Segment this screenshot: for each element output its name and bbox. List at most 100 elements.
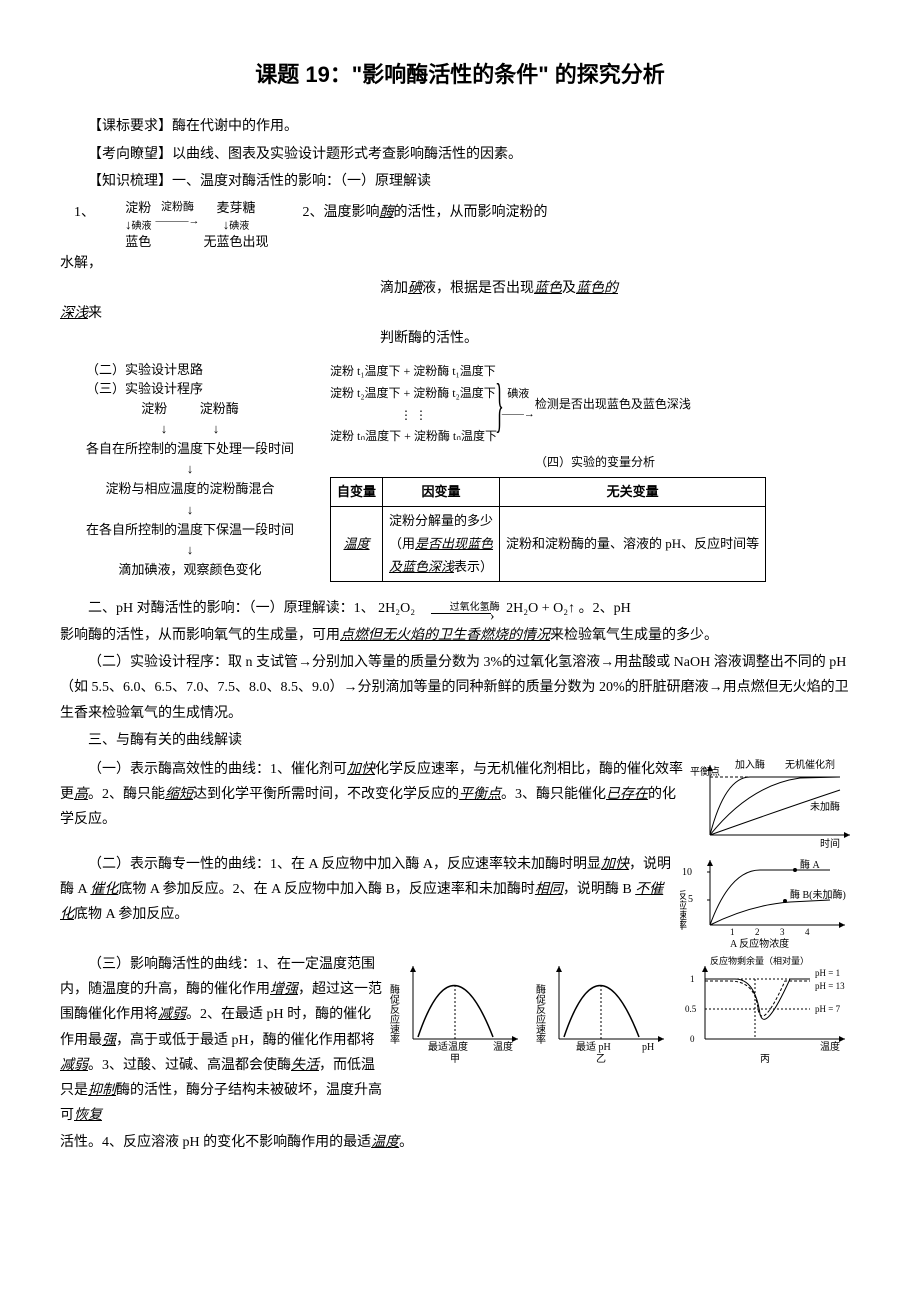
substrate-remain-chart: 反应物剩余量（相对量） 1 0.5 0 pH = 1 pH = 13 pH = … [680, 954, 860, 1064]
flow-a2: 淀粉酶 [200, 401, 239, 416]
c1-t5: 。3、酶只能催化 [501, 787, 606, 802]
judge-line: 判断酶的活性。 [380, 326, 860, 351]
bing-label: 丙 [760, 1054, 770, 1064]
r3a: 滴加 [380, 281, 408, 296]
yi-y: 酶促反应速率 [534, 983, 546, 1045]
specificity-chart: 10 5 反应速率 1 2 3 4 A 反应物浓度 酶 A 酶 B(未加酶) [680, 850, 860, 950]
c3-tail: 活性。4、反应溶液 pH 的变化不影响酶作用的最适温度。 [60, 1130, 860, 1155]
ph-p2: 影响酶的活性，从而影响氧气的生成量，可用点燃但无火焰的卫生香燃烧的情况来检验氧气… [60, 623, 860, 648]
fig2-x: A 反应物浓度 [730, 937, 789, 950]
bing-y: 反应物剩余量（相对量） [710, 955, 809, 966]
fig1-inorg: 无机催化剂 [785, 758, 835, 771]
v0: 0 [690, 1034, 695, 1044]
jia-y: 酶促反应速率 [388, 983, 400, 1045]
aim-label: 【考向瞭望】 [88, 147, 172, 162]
yi-x: pH [642, 1042, 654, 1053]
c2-u2: 催化 [90, 882, 118, 897]
iodine-line: 滴加碘液，根据是否出现蓝色及蓝色的 [380, 276, 860, 301]
c1-t4: 达到化学平衡所需时间，不改变化学反应的 [193, 787, 459, 802]
c2-u1: 加快 [601, 857, 629, 872]
curve3-block: （三）影响酶活性的曲线：1、在一定温度范围内，随温度的升高，酶的催化作用增强，超… [60, 950, 860, 1130]
fig2-y: 反应速率 [680, 890, 687, 931]
aim-text: 以曲线、图表及实验设计题形式考查影响酶活性的因素。 [172, 147, 522, 162]
c1-t1: （一）表示酶高效性的曲线：1、催化剂可 [88, 762, 347, 777]
c3-u2: 减弱 [158, 1007, 186, 1022]
c1-u3: 缩短 [165, 787, 193, 802]
c1-u4: 平衡点 [459, 787, 501, 802]
c3-t5: 。3、过酸、过碱、高温都会使酶 [88, 1058, 291, 1073]
c3-u5: 失活 [291, 1058, 319, 1073]
know-text: 一、温度对酶活性的影响：（一）原理解读 [172, 174, 431, 189]
arrows-icon: ↓ ↓ [60, 420, 320, 438]
ph-procedure: （二）实验设计程序：取 n 支试管→分别加入等量的质量分数为 3%的过氧化氢溶液… [60, 650, 860, 726]
v1: 1 [690, 974, 695, 984]
aim: 【考向瞭望】以曲线、图表及实验设计题形式考查影响酶活性的因素。 [60, 142, 860, 167]
curve1-block: （一）表示酶高效性的曲线：1、催化剂可加快化学反应速率，与无机催化剂相比，酶的催… [60, 755, 860, 850]
sec4-title: （四）实验的变量分析 [330, 452, 860, 474]
exp-ln: 淀粉 tₙ温度下 + 淀粉酶 tₙ温度下 [330, 426, 497, 448]
bing-x: 温度 [820, 1040, 840, 1053]
c2-t5: 底物 A 参加反应。 [74, 907, 188, 922]
th-iv: 自变量 [331, 478, 383, 506]
fig2-b: 酶 B(未加酶) [790, 888, 846, 901]
d1-iod1: 碘液 [132, 221, 152, 232]
arrow-right-icon: ———→ [156, 214, 200, 228]
c3-u1: 增强 [270, 982, 298, 997]
c3-text: （三）影响酶活性的曲线：1、在一定温度范围内，随温度的升高，酶的催化作用增强，超… [60, 952, 382, 1128]
flow-d: 在各自所控制的温度下保温一段时间 [60, 521, 320, 539]
flow-b: 各自在所控制的温度下处理一段时间 [60, 440, 320, 458]
td-dv-b: （用 [389, 536, 415, 551]
yi-opt: 最适 pH [576, 1041, 611, 1053]
depth-line: 深浅来 [60, 301, 860, 326]
c1-u1: 加快 [347, 762, 375, 777]
c3-t9: 。 [399, 1135, 413, 1150]
arrow-down-icon: ↓碘液 [125, 217, 152, 234]
knowledge-head: 【知识梳理】一、温度对酶活性的影响：（一）原理解读 [60, 169, 860, 194]
fig2-x3: 3 [780, 927, 785, 937]
td-dv-a: 淀粉分解量的多少 [389, 513, 493, 528]
ph-formula-r: 2H₂O + O₂↑ [506, 601, 575, 616]
yi-label: 乙 [596, 1053, 606, 1064]
c3-u4: 减弱 [60, 1058, 88, 1073]
ph1: pH = 1 [815, 968, 840, 978]
fig2-y5: 5 [688, 894, 693, 905]
r3d: 蓝色 [534, 281, 562, 296]
fig2-a: 酶 A [800, 858, 821, 871]
exp-dots: ⋮ ⋮ [330, 405, 497, 427]
c3-u3: 强 [102, 1033, 116, 1048]
d1-noblue: 无蓝色出现 [204, 234, 269, 251]
d1-enzyme: 淀粉酶 [161, 200, 194, 214]
c2-text: （二）表示酶专一性的曲线：1、在 A 反应物中加入酶 A，反应速率较未加酶时明显… [60, 852, 674, 928]
c2-t4: ，说明酶 B [563, 882, 635, 897]
jia-opt: 最适温度 [428, 1040, 468, 1053]
th-cv: 无关变量 [500, 478, 766, 506]
bracket-icon: } [495, 375, 504, 435]
c1-u2: 高 [74, 787, 88, 802]
exp-l2: 淀粉 t₂温度下 + 淀粉酶 t₂温度下 [330, 383, 497, 405]
d1-iod2: 碘液 [229, 221, 249, 232]
req-text: 酶在代谢中的作用。 [172, 119, 298, 134]
d1-maltose: 麦芽糖 [217, 200, 256, 217]
ph-intro: 二、pH 对酶活性的影响：（一）原理解读：1、 2H₂O₂ 过氧化氢酶 2H₂O… [60, 596, 860, 621]
curves-heading: 三、与酶有关的曲线解读 [60, 728, 860, 753]
arrow-down-icon: ↓ [60, 501, 320, 519]
c1-t3: 。2、酶只能 [88, 787, 165, 802]
flow-c: 淀粉与相应温度的淀粉酶混合 [60, 480, 320, 498]
d1-index: 1、 [74, 200, 95, 225]
td-dv-d: 及蓝色深浅 [389, 559, 454, 574]
td-dv-c: 是否出现蓝色 [415, 536, 493, 551]
r3c: 液，根据是否出现 [422, 281, 534, 296]
flow-a1: 淀粉 [141, 401, 167, 416]
sec2b: （三）实验设计程序 [60, 380, 320, 398]
r4a: 深浅 [60, 306, 88, 321]
parallel-experiments: 淀粉 t₁温度下 + 淀粉酶 t₁温度下 淀粉 t₂温度下 + 淀粉酶 t₂温度… [330, 361, 860, 582]
ph13: pH = 13 [815, 981, 845, 991]
fig1-x: 时间 [820, 837, 840, 850]
page-title: 课题 19："影响酶活性的条件" 的探究分析 [60, 55, 860, 95]
jia-x: 温度 [493, 1040, 513, 1053]
principle-text-right: 2、温度影响酶的活性，从而影响淀粉的 [303, 200, 860, 225]
principle-row: 1、 淀粉 ↓碘液 蓝色 淀粉酶 ———→ 麦芽糖 ↓碘液 无蓝色出现 [60, 200, 860, 251]
r2a: 水解， [60, 256, 102, 271]
c3-u7: 恢复 [74, 1108, 102, 1123]
exp-check: 检测是否出现蓝色及蓝色深浅 [535, 394, 691, 416]
